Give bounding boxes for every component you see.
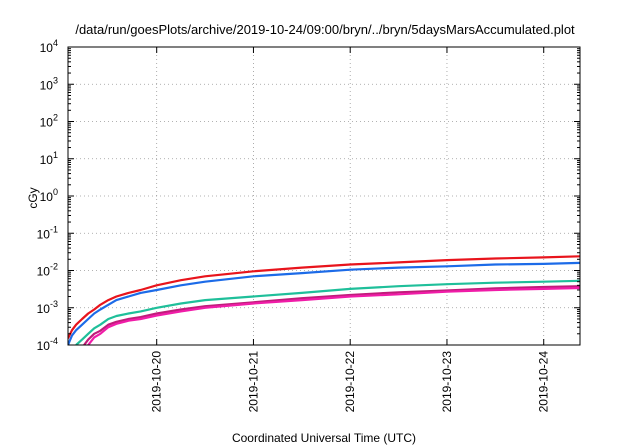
- axis-ticks: [68, 46, 580, 346]
- y-tick-label: 102: [40, 113, 58, 130]
- y-tick-label: 10-3: [37, 299, 58, 316]
- series-line-2: [68, 261, 580, 345]
- y-tick-label: 10-4: [37, 336, 58, 353]
- y-tick-labels: 10-4 10-3 10-2 10-1 100 101 102 103 104: [37, 38, 58, 353]
- x-tick-label: 2019-10-22: [343, 351, 357, 413]
- x-axis-title: Coordinated Universal Time (UTC): [232, 431, 416, 445]
- series-line-3: [75, 279, 580, 345]
- y-tick-label: 104: [40, 38, 58, 55]
- series-line-1: [68, 255, 580, 339]
- y-tick-label: 10-1: [37, 224, 58, 241]
- series-line-5: [87, 286, 580, 345]
- y-tick-label: 100: [40, 187, 58, 204]
- x-tick-label: 2019-10-24: [537, 351, 551, 413]
- y-axis-title: cGy: [26, 187, 40, 208]
- x-tick-label: 2019-10-21: [246, 351, 260, 413]
- series-lines: [68, 255, 580, 345]
- x-tick-label: 2019-10-20: [150, 351, 164, 413]
- y-tick-label: 101: [40, 150, 58, 167]
- y-tick-label: 10-2: [37, 262, 58, 279]
- x-tick-labels: 2019-10-20 2019-10-21 2019-10-22 2019-10-23…: [150, 351, 551, 413]
- x-tick-label: 2019-10-23: [440, 351, 454, 413]
- series-line-4: [83, 285, 580, 345]
- grid-lines: [68, 47, 580, 345]
- chart-title: /data/run/goesPlots/archive/2019-10-24/0…: [75, 22, 575, 37]
- y-tick-label: 103: [40, 75, 58, 92]
